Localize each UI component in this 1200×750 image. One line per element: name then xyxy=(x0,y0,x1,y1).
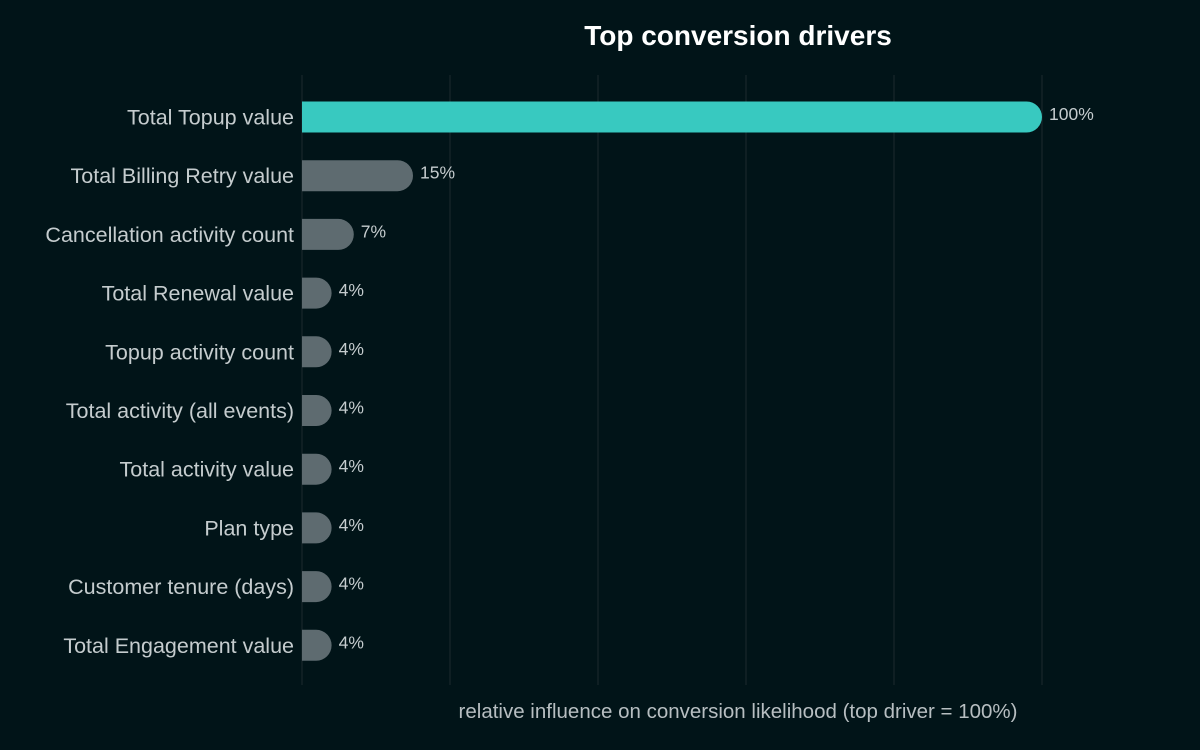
category-label: Plan type xyxy=(204,516,294,540)
category-label: Total activity (all events) xyxy=(66,399,294,423)
value-label: 4% xyxy=(339,339,364,359)
value-label: 4% xyxy=(339,632,364,652)
bar xyxy=(302,453,332,485)
chart-title: Top conversion drivers xyxy=(584,20,892,51)
value-label: 4% xyxy=(339,456,364,476)
bar xyxy=(302,277,332,309)
value-labels: 100% 15% 7% 4% 4% 4% 4% 4% 4% 4% xyxy=(339,104,1094,652)
bar xyxy=(302,336,332,368)
value-label: 4% xyxy=(339,398,364,418)
category-label: Total Renewal value xyxy=(102,282,294,306)
category-label: Total activity value xyxy=(120,458,294,482)
bar xyxy=(302,395,332,426)
category-labels: Total Topup value Total Billing Retry val… xyxy=(45,106,294,658)
value-label: 100% xyxy=(1049,104,1094,124)
value-label: 4% xyxy=(339,515,364,535)
value-label: 7% xyxy=(361,221,386,241)
category-label: Topup activity count xyxy=(105,340,294,364)
bar xyxy=(302,218,354,250)
value-label: 4% xyxy=(339,574,364,594)
category-label: Total Engagement value xyxy=(63,634,294,658)
value-label: 15% xyxy=(420,163,455,183)
bar xyxy=(302,101,1042,133)
x-axis-label: relative influence on conversion likelih… xyxy=(459,700,1018,723)
value-label: 4% xyxy=(339,280,364,300)
gridlines xyxy=(301,75,1043,685)
category-label: Cancellation activity count xyxy=(45,223,294,247)
category-label: Customer tenure (days) xyxy=(68,575,294,599)
bars xyxy=(302,101,1042,661)
bar xyxy=(302,160,413,192)
bar xyxy=(302,629,332,661)
bar xyxy=(302,571,332,603)
bar xyxy=(302,512,332,544)
category-label: Total Topup value xyxy=(127,106,294,130)
category-label: Total Billing Retry value xyxy=(71,164,294,188)
